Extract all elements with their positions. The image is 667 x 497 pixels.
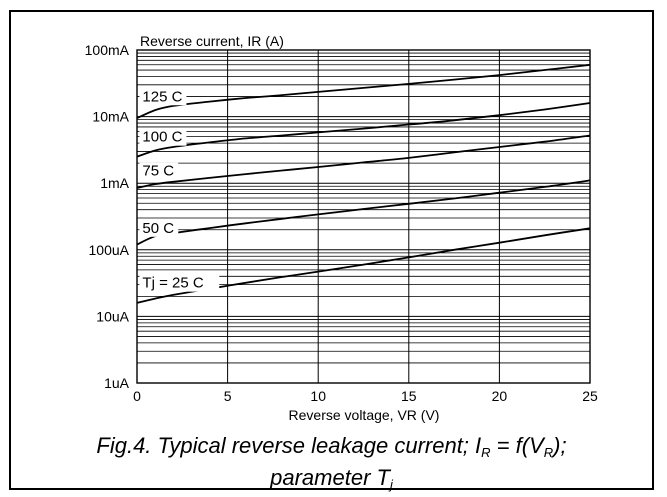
axis-layer: 1uA 10uA 100uA 1mA 10mA 100mA 0 5 10 15 20 25 xyxy=(85,33,598,404)
y-tick-label: 1mA xyxy=(100,175,129,191)
series-label-backing xyxy=(139,162,179,180)
grid-layer xyxy=(136,49,591,384)
series-label: 50 C xyxy=(142,220,174,237)
x-tick-label: 20 xyxy=(492,388,508,404)
plot-border xyxy=(136,49,591,384)
series-line xyxy=(136,102,591,158)
y-tick-label: 10mA xyxy=(92,109,129,125)
series-line xyxy=(136,134,591,189)
series-label-backing xyxy=(139,88,187,106)
y-label-backing xyxy=(138,33,326,48)
caption-i-symbol: I xyxy=(475,433,482,458)
series-label: 125 C xyxy=(142,88,182,105)
figure-caption: Fig.4. Typical reverse leakage current; … xyxy=(9,433,654,497)
caption-v-subscript: R xyxy=(543,445,554,460)
series-label: 100 C xyxy=(142,129,182,146)
x-axis-label: Reverse voltage, VR (V) xyxy=(289,407,440,423)
label-layer: 125 C 100 C 75 C 50 C Tj = 25 C xyxy=(139,88,220,292)
caption-v-symbol: V xyxy=(529,433,544,458)
caption-t-symbol: T xyxy=(376,465,390,490)
caption-equals: = f( xyxy=(490,433,530,458)
y-tick-label: 100uA xyxy=(89,242,130,258)
y-tick-label: 10uA xyxy=(96,308,129,324)
series-label-backing xyxy=(139,274,220,292)
x-tick-label: 5 xyxy=(224,388,232,404)
x-tick-label: 25 xyxy=(582,388,598,404)
caption-line-1: Fig.4. Typical reverse leakage current; … xyxy=(9,433,654,465)
y-tick-label: 1uA xyxy=(104,375,130,391)
y-axis-label: Reverse current, IR (A) xyxy=(140,33,284,49)
series-label-backing xyxy=(139,128,187,146)
y-tick-label: 100mA xyxy=(85,42,130,58)
series-line xyxy=(136,227,591,304)
x-tick-label: 15 xyxy=(401,388,417,404)
caption-t-subscript: j xyxy=(389,477,393,492)
caption-parameter: parameter xyxy=(270,465,377,490)
x-tick-label: 10 xyxy=(310,388,326,404)
caption-eq-end: ); xyxy=(553,433,567,458)
caption-line-2: parameter Tj xyxy=(9,465,654,497)
curve-layer xyxy=(136,63,591,304)
series-label: 75 C xyxy=(142,163,174,180)
caption-i-subscript: R xyxy=(481,445,491,460)
series-label-backing xyxy=(139,219,179,237)
caption-prefix: Fig.4. Typical reverse leakage current; xyxy=(96,433,476,458)
series-label: Tj = 25 C xyxy=(142,275,203,292)
x-tick-label: 0 xyxy=(133,388,141,404)
series-line xyxy=(136,63,591,119)
